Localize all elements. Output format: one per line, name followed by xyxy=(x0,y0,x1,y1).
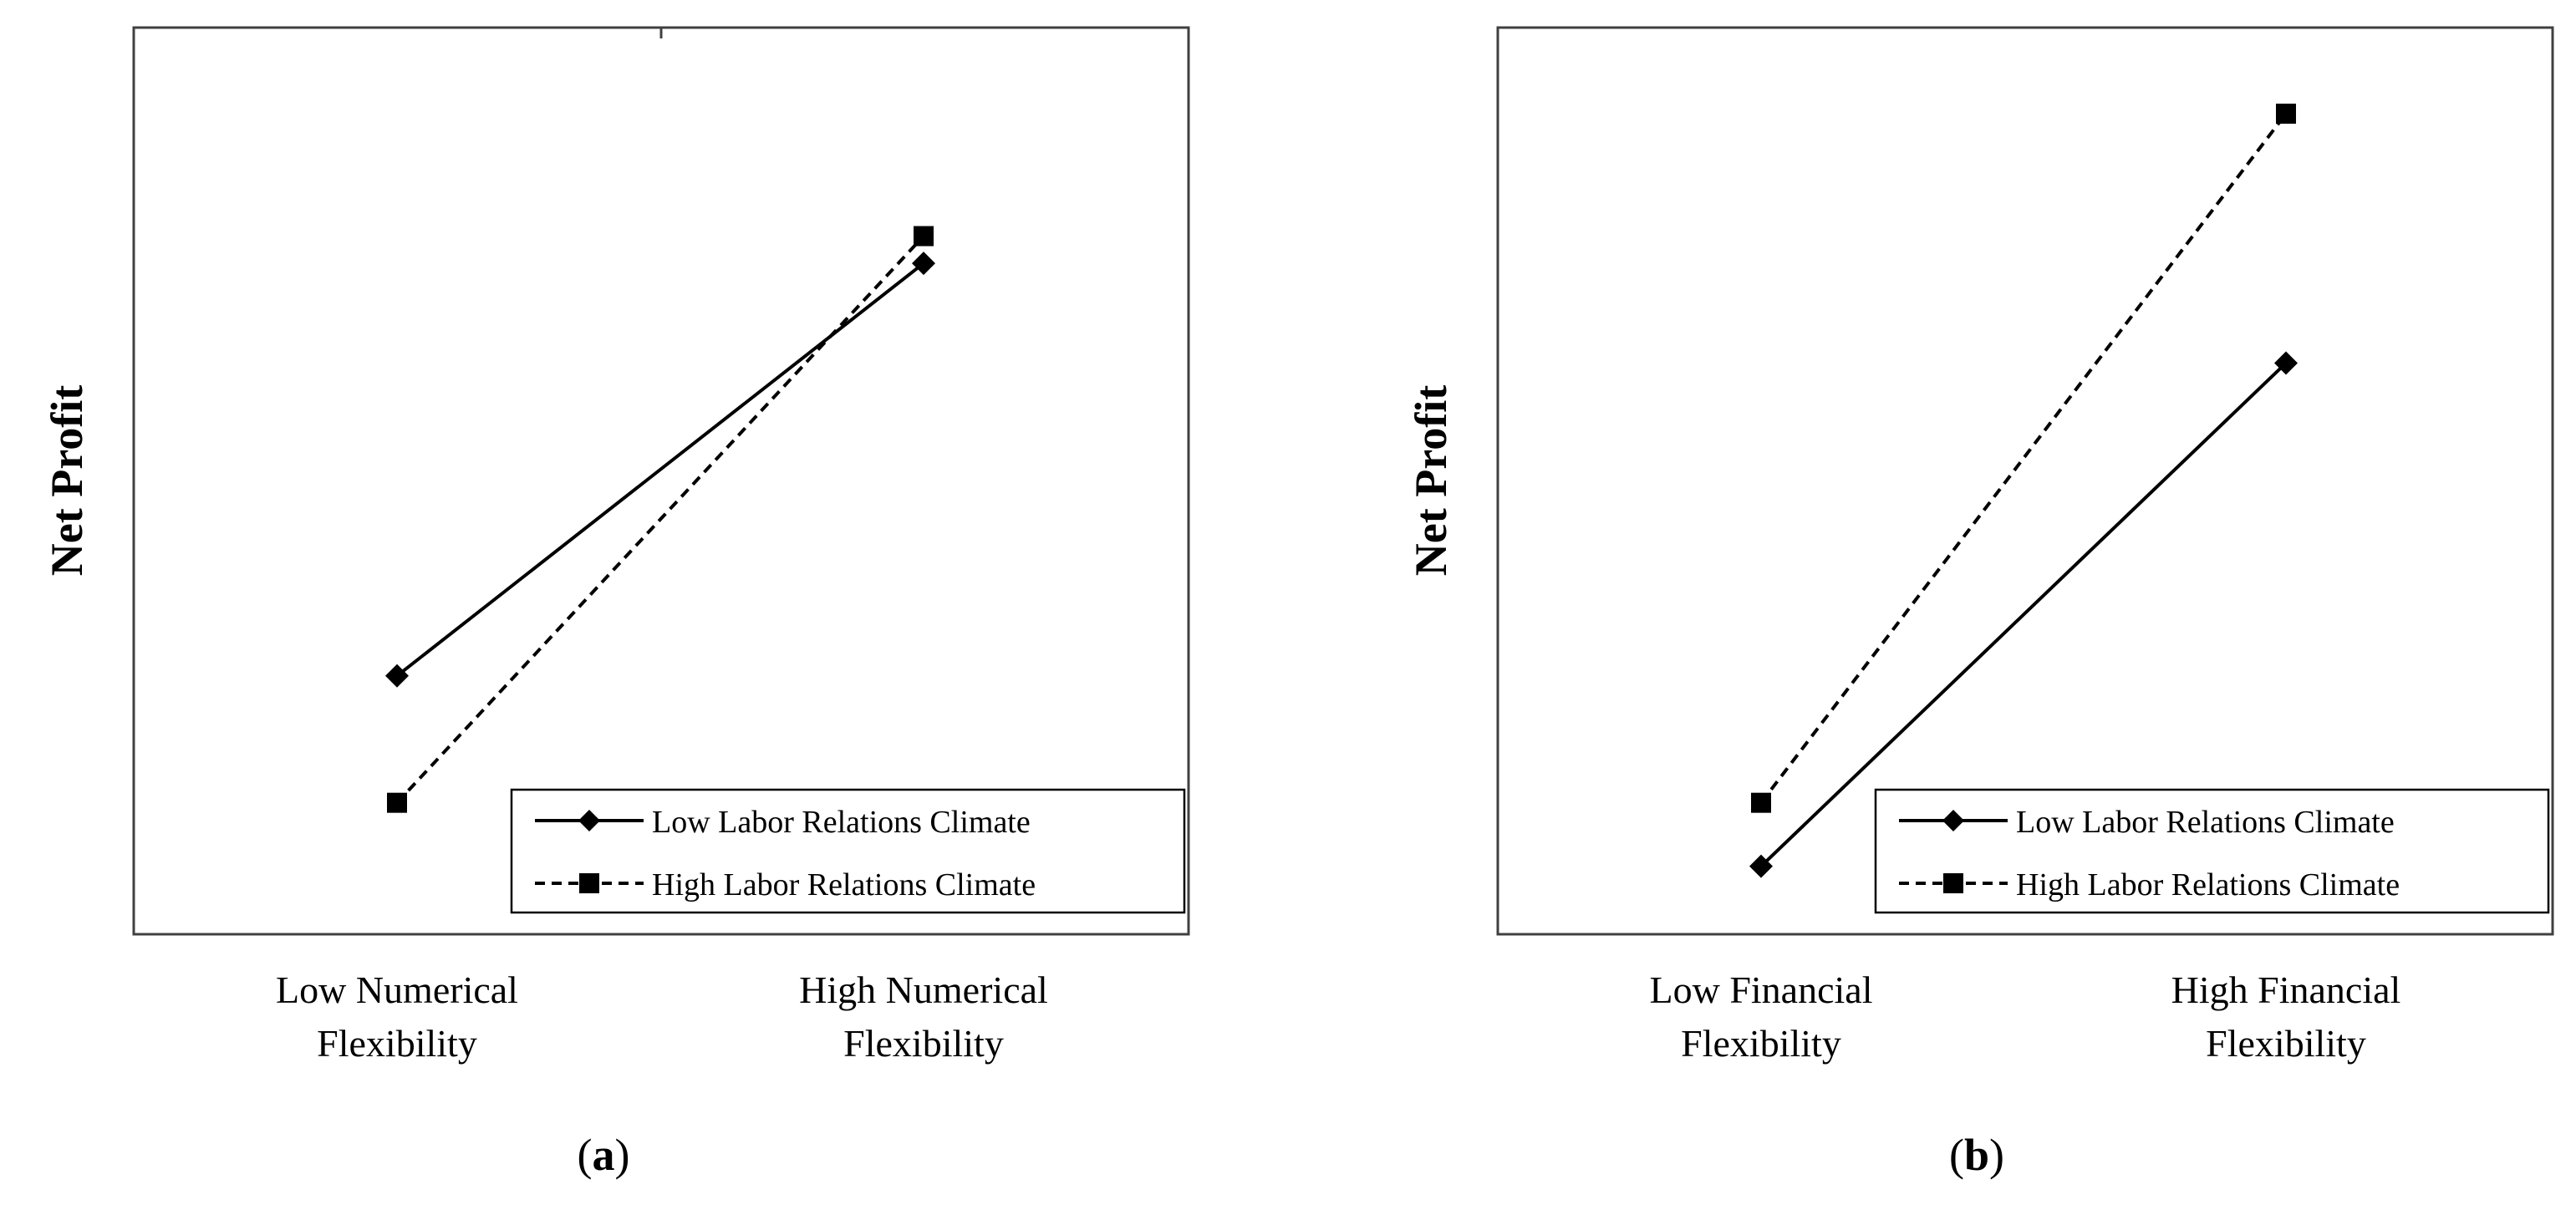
caption-paren-open-a: ( xyxy=(578,1130,593,1180)
legend-a: Low Labor Relations Climate High Labor R… xyxy=(510,788,1186,914)
series-line-low-b xyxy=(1759,362,2288,868)
chart-marks-a xyxy=(385,226,935,813)
series-line-high-b xyxy=(1759,112,2288,804)
data-point-high-1-b xyxy=(2276,104,2296,125)
data-point-high-0-a xyxy=(387,792,407,813)
data-point-low-0-a xyxy=(385,663,409,688)
legend-box-b xyxy=(1874,788,2550,914)
x-tick-label-1-a: High Numerical Flexibility xyxy=(799,969,1048,1065)
series-line-high-a xyxy=(395,235,925,805)
x-tick-label-1-b: High Financial Flexibility xyxy=(2171,969,2401,1065)
legend-marker-diamond-a xyxy=(578,810,600,831)
caption-letter-a: a xyxy=(593,1130,615,1180)
x-tick-label-0-line2-a: Flexibility xyxy=(317,1022,477,1065)
x-tick-label-1-line2-a: Flexibility xyxy=(843,1022,1004,1065)
x-tick-label-0-line2-b: Flexibility xyxy=(1681,1022,1841,1065)
chart-panel-b: Net Profit Low Financial Flexibility Hig… xyxy=(1406,26,2554,1180)
caption-letter-b: b xyxy=(1964,1130,1989,1180)
x-tick-label-0-line1-a: Low Numerical xyxy=(276,969,518,1011)
legend-label-high-b: High Labor Relations Climate xyxy=(2016,867,2400,902)
panel-caption-a: (a) xyxy=(578,1130,630,1180)
x-tick-label-1-line2-b: Flexibility xyxy=(2206,1022,2366,1065)
x-tick-label-0-a: Low Numerical Flexibility xyxy=(276,969,518,1065)
legend-marker-square-a xyxy=(579,873,599,893)
data-point-high-1-a xyxy=(914,226,934,247)
svg-text:(b): (b) xyxy=(1949,1130,2004,1180)
y-axis-label-b: Net Profit xyxy=(1406,385,1456,576)
caption-paren-open-b: ( xyxy=(1949,1130,1964,1180)
legend-marker-square-b xyxy=(1943,873,1963,893)
series-line-low-a xyxy=(395,262,925,678)
legend-box-a xyxy=(510,788,1186,914)
caption-paren-close-a: ) xyxy=(615,1130,630,1180)
chart-panel-a: Net Profit Low Numerical Flexibility Hig… xyxy=(42,26,1190,1180)
legend-label-low-a: Low Labor Relations Climate xyxy=(652,805,1031,840)
chart-marks-b xyxy=(1749,104,2298,878)
y-axis-label-a: Net Profit xyxy=(42,385,92,576)
x-tick-label-0-line1-b: Low Financial xyxy=(1650,969,1873,1011)
x-tick-label-0-b: Low Financial Flexibility xyxy=(1650,969,1873,1065)
data-point-low-1-a xyxy=(912,252,935,276)
legend-label-high-a: High Labor Relations Climate xyxy=(652,867,1036,902)
legend-marker-diamond-b xyxy=(1942,810,1964,831)
x-tick-label-1-line1-b: High Financial xyxy=(2171,969,2401,1011)
panel-caption-b: (b) xyxy=(1949,1130,2004,1180)
svg-text:(a): (a) xyxy=(578,1130,630,1180)
caption-paren-close-b: ) xyxy=(1989,1130,2004,1180)
plot-frame-b xyxy=(1496,26,2554,936)
legend-label-low-b: Low Labor Relations Climate xyxy=(2016,805,2395,840)
data-point-high-0-b xyxy=(1751,792,1771,813)
data-point-low-1-b xyxy=(2274,351,2298,375)
data-point-low-0-b xyxy=(1749,854,1773,878)
x-tick-label-1-line1-a: High Numerical xyxy=(799,969,1048,1011)
legend-b: Low Labor Relations Climate High Labor R… xyxy=(1874,788,2550,914)
